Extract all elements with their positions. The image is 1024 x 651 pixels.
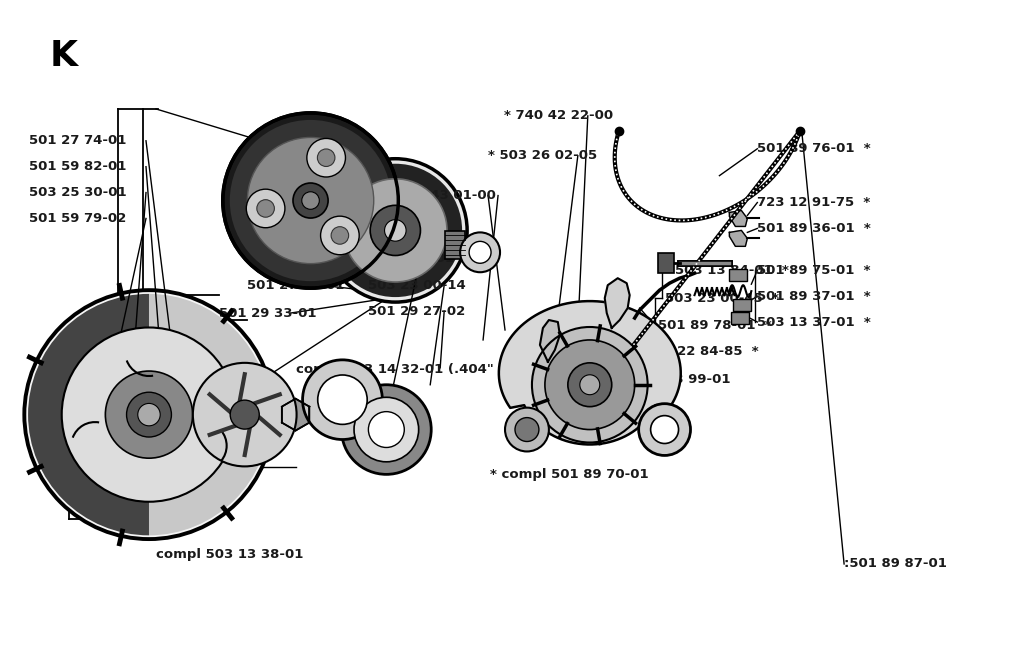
Circle shape xyxy=(321,216,359,255)
Text: * 503 49 50-01: * 503 49 50-01 xyxy=(345,252,455,265)
Circle shape xyxy=(223,113,398,288)
Circle shape xyxy=(247,189,285,228)
Text: 501 27 74-01: 501 27 74-01 xyxy=(247,279,344,292)
Circle shape xyxy=(341,385,431,475)
Circle shape xyxy=(257,200,274,217)
Polygon shape xyxy=(729,230,748,246)
Polygon shape xyxy=(282,398,309,430)
Circle shape xyxy=(25,290,273,539)
Polygon shape xyxy=(729,210,748,227)
Circle shape xyxy=(545,340,635,430)
Wedge shape xyxy=(148,294,270,535)
Polygon shape xyxy=(540,320,560,362)
Text: 501 89 76-01  *: 501 89 76-01 * xyxy=(758,143,871,155)
Circle shape xyxy=(385,219,407,241)
Text: 503 23 00-14: 503 23 00-14 xyxy=(369,279,466,292)
Text: 501 29 33-01: 501 29 33-01 xyxy=(219,307,316,320)
Circle shape xyxy=(248,137,374,264)
Text: K: K xyxy=(49,39,77,73)
Circle shape xyxy=(505,408,549,451)
Circle shape xyxy=(293,183,328,218)
Circle shape xyxy=(354,397,419,462)
Circle shape xyxy=(344,179,447,282)
Circle shape xyxy=(105,371,193,458)
Circle shape xyxy=(317,375,368,424)
Circle shape xyxy=(61,327,237,502)
Text: 501 27 74-01: 501 27 74-01 xyxy=(30,134,127,147)
Circle shape xyxy=(369,411,404,447)
Circle shape xyxy=(580,375,600,395)
Text: 503 13 42-01: 503 13 42-01 xyxy=(109,461,206,474)
Circle shape xyxy=(324,159,467,302)
Text: 503 25 30-01: 503 25 30-01 xyxy=(30,186,127,199)
Text: 501 89 37-01  *: 501 89 37-01 * xyxy=(758,290,871,303)
Text: 503 23 00-45  *: 503 23 00-45 * xyxy=(665,292,778,305)
Circle shape xyxy=(460,232,500,272)
Text: * 740 42 22-00: * 740 42 22-00 xyxy=(504,109,613,122)
Circle shape xyxy=(331,227,348,244)
Circle shape xyxy=(317,149,335,167)
Polygon shape xyxy=(499,301,681,445)
Text: * compl 501 89 70-01: * compl 501 89 70-01 xyxy=(490,468,648,481)
Circle shape xyxy=(307,139,345,177)
Text: 503 13 84-01  *: 503 13 84-01 * xyxy=(675,264,788,277)
Text: compl 501 89 56-01: compl 501 89 56-01 xyxy=(84,395,231,408)
Circle shape xyxy=(229,120,391,281)
Circle shape xyxy=(531,327,647,443)
Text: 723 12 91-75  *: 723 12 91-75 * xyxy=(758,196,870,209)
Text: :501 89 87-01: :501 89 87-01 xyxy=(844,557,947,570)
Text: 725 52 95-56: 725 52 95-56 xyxy=(503,373,600,386)
Text: 501 59 79-02: 501 59 79-02 xyxy=(30,212,127,225)
Text: compl 503 13 38-01: compl 503 13 38-01 xyxy=(156,547,303,561)
Circle shape xyxy=(329,164,462,297)
Bar xyxy=(445,231,465,259)
Wedge shape xyxy=(28,294,148,535)
Text: 501 89 36-01  *: 501 89 36-01 * xyxy=(758,222,871,235)
Circle shape xyxy=(138,404,160,426)
Circle shape xyxy=(639,404,690,456)
Text: 501 59 82-01: 501 59 82-01 xyxy=(30,160,127,173)
Text: * 503 26 02-05: * 503 26 02-05 xyxy=(488,149,597,162)
Circle shape xyxy=(230,400,259,429)
Circle shape xyxy=(127,392,171,437)
Polygon shape xyxy=(605,278,630,328)
Text: 501 89 75-01  *: 501 89 75-01 * xyxy=(758,264,870,277)
Circle shape xyxy=(302,192,319,210)
Circle shape xyxy=(193,363,297,466)
Circle shape xyxy=(469,242,492,263)
Text: 723 22 84-85  *: 723 22 84-85 * xyxy=(645,346,758,359)
Text: 501 89 78-01  *: 501 89 78-01 * xyxy=(657,318,771,331)
Circle shape xyxy=(650,415,679,443)
Circle shape xyxy=(568,363,611,407)
Bar xyxy=(733,299,752,311)
Circle shape xyxy=(302,360,382,439)
Text: 501 29 27-02: 501 29 27-02 xyxy=(369,305,466,318)
Bar xyxy=(731,312,750,324)
Circle shape xyxy=(371,205,421,255)
Text: 503 13 99-01: 503 13 99-01 xyxy=(633,373,730,386)
Circle shape xyxy=(515,417,539,441)
Text: compl 503 14 32-01 (.404" x7): compl 503 14 32-01 (.404" x7) xyxy=(296,363,521,376)
Text: 503 13 37-01  *: 503 13 37-01 * xyxy=(758,316,871,329)
Text: 740 43 01-00: 740 43 01-00 xyxy=(398,189,497,202)
Bar xyxy=(729,270,748,281)
Bar xyxy=(657,253,674,273)
